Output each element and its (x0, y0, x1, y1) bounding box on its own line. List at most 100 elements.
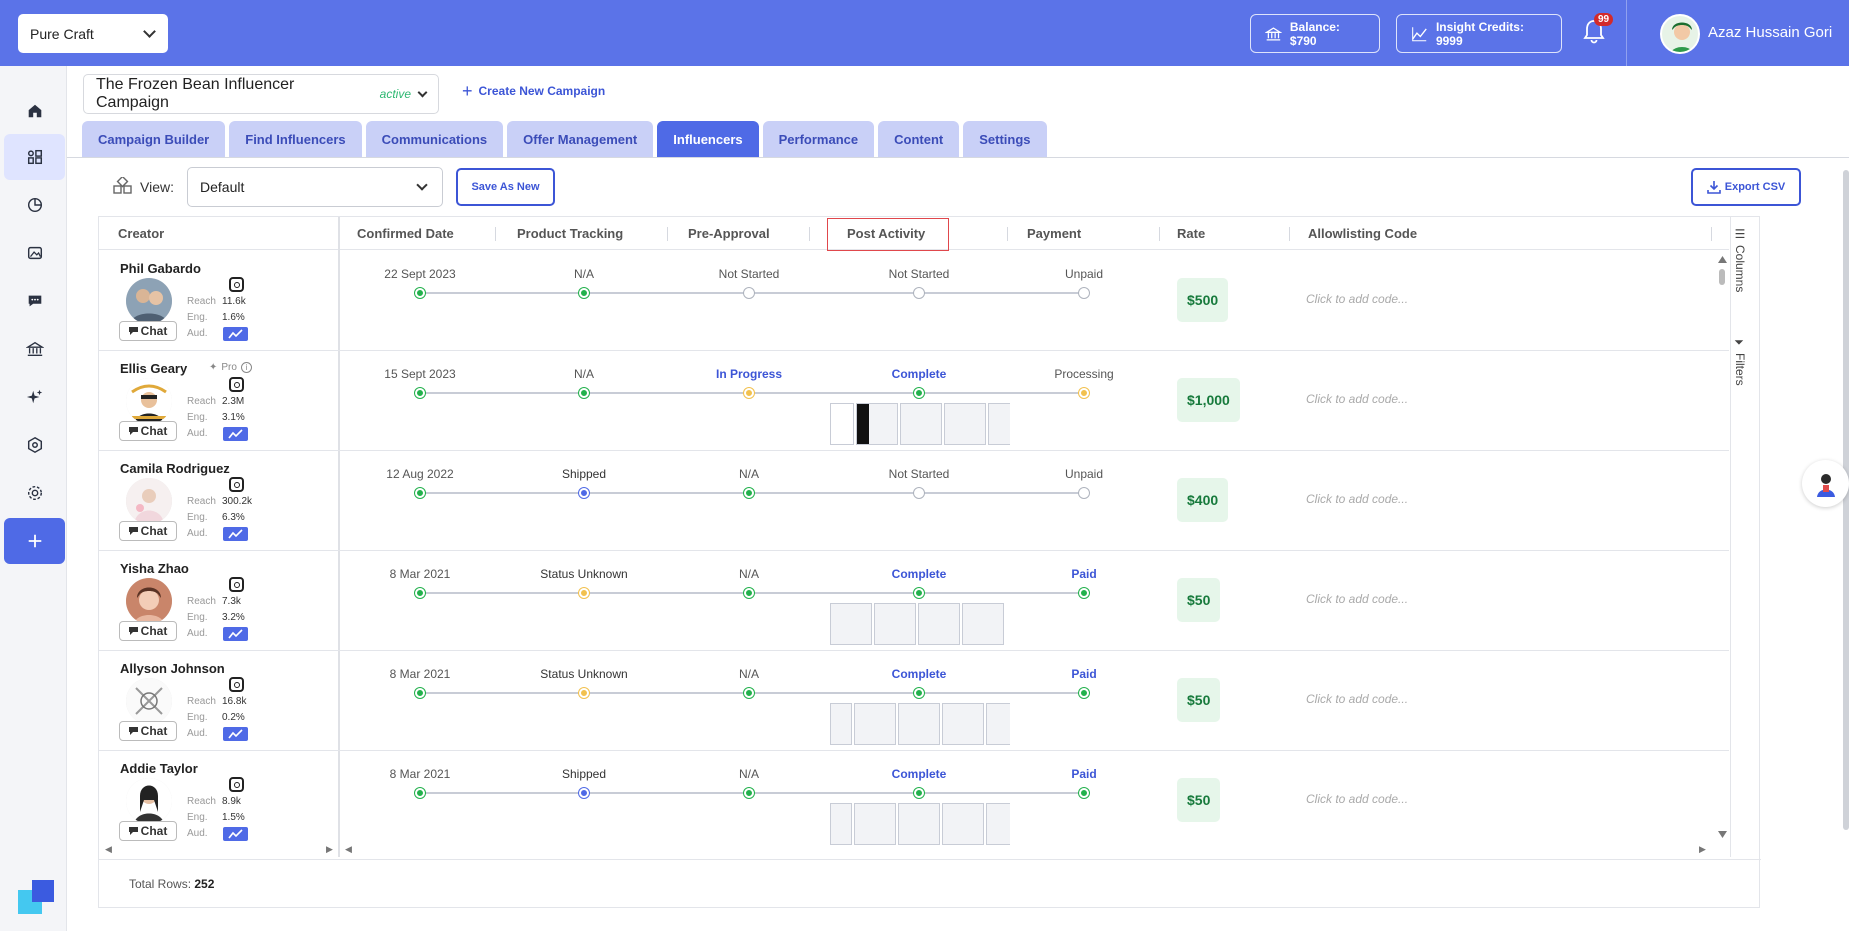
post-thumbnail[interactable] (962, 603, 1004, 645)
user-avatar[interactable] (1660, 14, 1700, 54)
insight-credits-button[interactable]: Insight Credits: 9999 (1396, 14, 1562, 53)
post-thumbnail[interactable] (898, 803, 940, 845)
sidebar-item-media[interactable] (4, 230, 65, 276)
scroll-right-arrow-icon[interactable]: ▶ (1699, 844, 1706, 854)
rate-badge[interactable]: $50 (1177, 678, 1221, 722)
creator-name[interactable]: Ellis Geary (120, 361, 188, 376)
product-tracking-status[interactable]: Status Unknown (540, 667, 628, 681)
sidebar-item-security[interactable] (4, 422, 65, 468)
chat-button[interactable]: Chat (119, 321, 177, 341)
floating-assistant-button[interactable] (1802, 460, 1849, 507)
create-campaign-link[interactable]: + Create New Campaign (462, 82, 605, 100)
post-activity-status[interactable]: Complete (891, 667, 947, 681)
product-tracking-status[interactable]: N/A (573, 367, 595, 381)
scroll-left-arrow-icon[interactable]: ◀ (345, 844, 352, 854)
instagram-icon[interactable] (229, 477, 244, 492)
audience-chart-button[interactable] (223, 827, 248, 841)
audience-chart-button[interactable] (223, 627, 248, 641)
sidebar-item-campaigns[interactable] (4, 134, 65, 180)
post-thumbnail[interactable] (944, 403, 986, 445)
tab-campaign-builder[interactable]: Campaign Builder (82, 121, 226, 157)
allowlisting-code-input[interactable]: Click to add code... (1306, 592, 1409, 606)
post-thumbnail[interactable] (986, 703, 1010, 745)
post-thumbnail[interactable] (988, 403, 1010, 445)
pre-approval-status[interactable]: N/A (738, 467, 760, 481)
post-thumbnail[interactable] (898, 703, 940, 745)
post-thumbnail[interactable] (918, 603, 960, 645)
sidebar-add-button[interactable] (4, 518, 65, 564)
campaign-select[interactable]: The Frozen Bean Influencer Campaign acti… (83, 74, 439, 114)
avatar[interactable] (126, 478, 172, 524)
post-thumbnail[interactable] (830, 403, 854, 445)
save-as-new-button[interactable]: Save As New (456, 168, 555, 206)
creator-name[interactable]: Phil Gabardo (120, 261, 201, 276)
chat-button[interactable]: Chat (119, 721, 177, 741)
tab-influencers[interactable]: Influencers (657, 121, 759, 157)
instagram-icon[interactable] (229, 777, 244, 792)
scroll-left-arrow-icon[interactable]: ◀ (105, 844, 112, 854)
post-activity-status[interactable]: Not Started (888, 267, 950, 281)
column-header-post-activity[interactable]: Post Activity (847, 226, 926, 241)
user-name[interactable]: Azaz Hussain Gori (1708, 24, 1833, 41)
chat-button[interactable]: Chat (119, 621, 177, 641)
payment-status[interactable]: Paid (1071, 767, 1097, 781)
rate-badge[interactable]: $400 (1177, 478, 1229, 522)
tab-find-influencers[interactable]: Find Influencers (229, 121, 362, 157)
column-header-allowlisting-code[interactable]: Allowlisting Code (1308, 226, 1418, 241)
vertical-scrollbar-thumb[interactable] (1719, 269, 1725, 285)
column-header-product-tracking[interactable]: Product Tracking (517, 226, 624, 241)
pre-approval-status[interactable]: N/A (738, 667, 760, 681)
rate-badge[interactable]: $500 (1177, 278, 1229, 322)
allowlisting-code-input[interactable]: Click to add code... (1306, 792, 1409, 806)
rate-badge[interactable]: $50 (1177, 778, 1221, 822)
allowlisting-code-input[interactable]: Click to add code... (1306, 292, 1409, 306)
column-header-confirmed-date[interactable]: Confirmed Date (357, 226, 454, 241)
scroll-down-arrow-icon[interactable] (1718, 831, 1727, 838)
page-scrollbar[interactable] (1843, 170, 1849, 830)
tab-settings[interactable]: Settings (963, 121, 1047, 157)
tab-content[interactable]: Content (878, 121, 960, 157)
instagram-icon[interactable] (229, 677, 244, 692)
instagram-icon[interactable] (229, 277, 244, 292)
avatar[interactable] (126, 678, 172, 724)
allowlisting-code-input[interactable]: Click to add code... (1306, 392, 1409, 406)
post-thumbnail[interactable] (830, 803, 852, 845)
sidebar-item-ai[interactable] (4, 374, 65, 420)
product-tracking-status[interactable]: N/A (573, 267, 595, 281)
payment-status[interactable]: Paid (1071, 667, 1097, 681)
pre-approval-status[interactable]: Not Started (718, 267, 780, 281)
post-thumbnail[interactable] (986, 803, 1010, 845)
rate-badge[interactable]: $50 (1177, 578, 1221, 622)
post-thumbnail[interactable] (854, 703, 896, 745)
avatar[interactable] (126, 378, 172, 424)
payment-status[interactable]: Paid (1071, 567, 1097, 581)
columns-panel-toggle[interactable]: ☰ Columns (1733, 227, 1747, 292)
post-thumbnail[interactable] (942, 803, 984, 845)
audience-chart-button[interactable] (223, 527, 248, 541)
creator-name[interactable]: Camila Rodriguez (120, 461, 230, 476)
product-tracking-status[interactable]: Status Unknown (540, 567, 628, 581)
sidebar-item-home[interactable] (4, 88, 65, 134)
tab-communications[interactable]: Communications (365, 121, 504, 157)
export-csv-button[interactable]: Export CSV (1691, 168, 1801, 206)
post-thumbnail[interactable] (874, 603, 916, 645)
post-thumbnail[interactable] (900, 403, 942, 445)
avatar[interactable] (126, 778, 172, 824)
info-icon[interactable]: i (240, 362, 252, 373)
instagram-icon[interactable] (229, 377, 244, 392)
column-header-creator[interactable]: Creator (118, 226, 165, 241)
chat-button[interactable]: Chat (119, 821, 177, 841)
post-activity-status[interactable]: Complete (891, 367, 947, 381)
tab-offer-management[interactable]: Offer Management (507, 121, 654, 157)
post-activity-status[interactable]: Not Started (888, 467, 950, 481)
sidebar-item-messages[interactable] (4, 278, 65, 324)
chat-button[interactable]: Chat (119, 521, 177, 541)
rate-badge[interactable]: $1,000 (1177, 378, 1240, 422)
chat-button[interactable]: Chat (119, 421, 177, 441)
pre-approval-status[interactable]: N/A (738, 567, 760, 581)
audience-chart-button[interactable] (223, 727, 248, 741)
post-thumbnail[interactable] (854, 803, 896, 845)
payment-status[interactable]: Unpaid (1064, 267, 1104, 281)
scroll-right-arrow-icon[interactable]: ▶ (326, 844, 333, 854)
pre-approval-status[interactable]: N/A (738, 767, 760, 781)
